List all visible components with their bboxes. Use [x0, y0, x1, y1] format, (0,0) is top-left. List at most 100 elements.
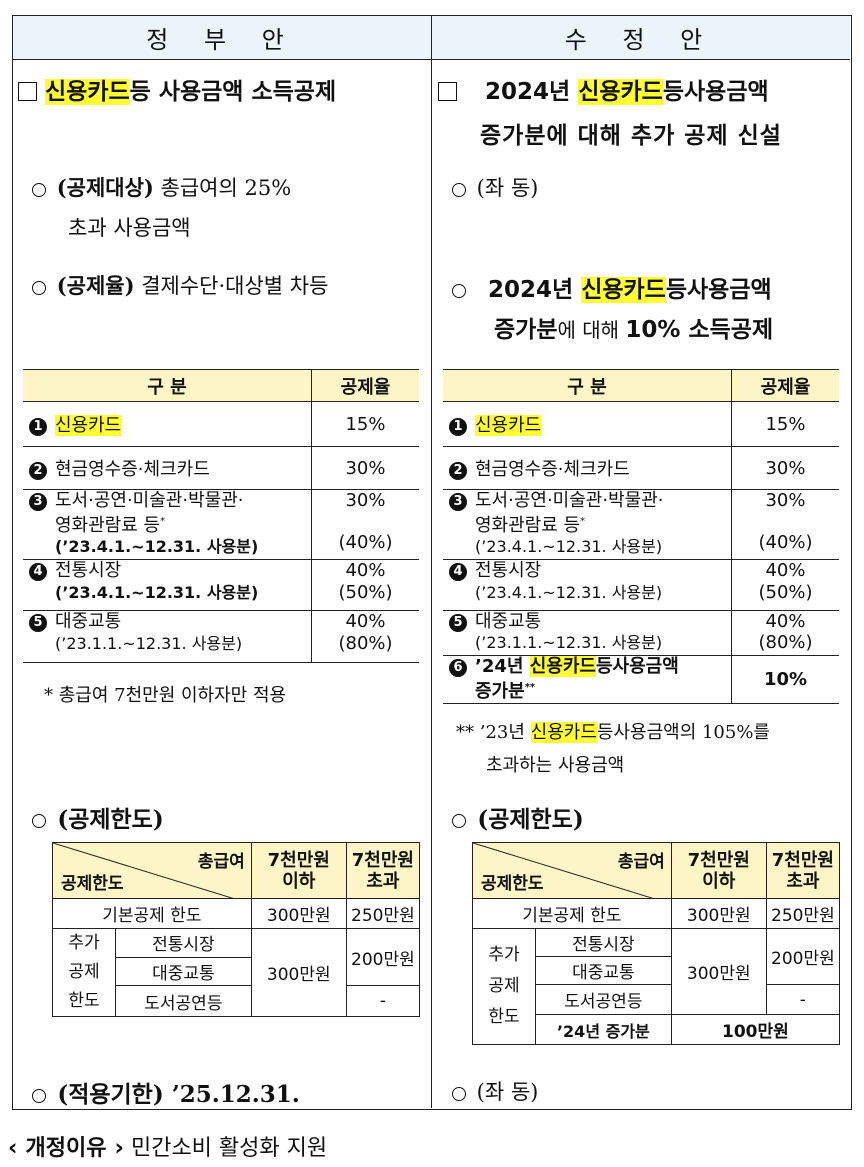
target-text-2: 초과 사용금액	[68, 216, 191, 240]
extra-item: 도서공연등	[535, 984, 672, 1015]
row-label-2: 영화관람료 등	[55, 515, 161, 536]
row-value: 30%	[731, 446, 839, 490]
left-title-highlight: 신용카드	[45, 79, 130, 105]
rate-table-head-category: 구 분	[23, 369, 312, 402]
rate-line2-bold: 증가분	[494, 317, 558, 343]
row-value-2: (80%)	[338, 633, 393, 654]
row-label-2: 영화관람료 등	[475, 515, 581, 536]
diagonal-line	[53, 843, 235, 899]
header-government: 정 부 안	[13, 16, 431, 60]
row-label: 전통시장	[475, 560, 542, 581]
note-pre: ** ’23년	[456, 722, 531, 743]
table-row: 3 도서·공연·미술관·박물관· 영화관람료 등* (’23.4.1.~12.31…	[23, 489, 419, 560]
corner-top: 총급여	[197, 852, 245, 872]
row-value: 40%	[345, 560, 386, 581]
row-value-2: (40%)	[758, 532, 813, 553]
row-label: 신용카드	[475, 415, 542, 436]
left-title: 신용카드등 사용금액 소득공제	[18, 72, 336, 106]
period-value: ’25.12.31.	[163, 1081, 300, 1108]
col1-head-2: 이하	[282, 870, 316, 892]
footnote-mark: **	[524, 682, 536, 693]
extra-dash: -	[345, 985, 421, 1017]
col2-head: 7천만원	[351, 849, 414, 871]
corner-top: 총급여	[617, 852, 665, 872]
row-sub: (’23.4.1.~12.31. 사용분)	[475, 537, 663, 556]
revision-reason: ‹ 개정이유 › 민간소비 활성화 지원	[8, 1130, 327, 1162]
number-badge: 5	[29, 614, 47, 632]
extra-value-1: 300만원	[250, 928, 347, 1017]
table-row: 1 신용카드 15%	[443, 401, 839, 447]
row-value: 30%	[765, 490, 806, 511]
circle-bullet-icon	[32, 280, 46, 295]
right-same-1: (좌 동)	[452, 172, 538, 202]
left-period: (적용기한) ’25.12.31.	[32, 1075, 300, 1109]
column-divider	[431, 16, 432, 1108]
right-same-2: (좌 동)	[452, 1076, 538, 1106]
row-label-rest: 등사용금액	[595, 656, 679, 677]
checkbox-icon	[438, 82, 457, 101]
extra-dash: -	[765, 984, 841, 1015]
row-label: 도서·공연·미술관·박물관·	[475, 490, 664, 511]
left-target: (공제대상) 총급여의 25%	[32, 172, 291, 202]
row-sub: (’23.1.1.~12.31. 사용분)	[55, 634, 243, 653]
right-rate: 2024년 신용카드등사용금액	[452, 270, 772, 304]
reason-text: 민간소비 활성화 지원	[123, 1136, 328, 1161]
header-revised: 수 정 안	[431, 16, 850, 60]
note-rest: 등사용금액의 105%를	[596, 722, 770, 743]
diagonal-line	[473, 843, 655, 899]
col1-head: 7천만원	[267, 849, 330, 871]
extra-label-a: 추가	[68, 933, 100, 953]
number-badge: 1	[449, 418, 467, 436]
row-label: 대중교통	[55, 611, 122, 632]
number-badge: 2	[29, 462, 47, 480]
left-rate-table: 구 분 공제율 1 신용카드 15% 2 현금영수증·체크카드 30% 3 도서·공연·…	[23, 369, 419, 663]
reason-label: 개정이유	[25, 1136, 107, 1161]
right-footnote-line2: 초과하는 사용금액	[486, 755, 625, 776]
rate-line2-bold2: 10% 소득공제	[625, 317, 774, 343]
right-limit: (공제한도)	[452, 800, 584, 834]
same-text: (좌 동)	[470, 176, 539, 200]
extra-item: 대중교통	[535, 956, 672, 985]
row-sub: (’23.4.1.~12.31. 사용분)	[55, 583, 259, 602]
row-value-2: (50%)	[758, 582, 813, 603]
target-label: (공제대상)	[56, 175, 154, 200]
comparison-frame: 정 부 안 수 정 안	[12, 15, 852, 1110]
row-value: 30%	[345, 490, 386, 511]
reason-bracket-left: ‹	[8, 1135, 26, 1161]
extra-item: 전통시장	[535, 928, 672, 957]
limit-label: (공제한도)	[57, 806, 164, 833]
circle-bullet-icon	[452, 814, 466, 828]
number-badge: 3	[449, 493, 467, 511]
row-label: 대중교통	[475, 611, 542, 632]
number-badge: 3	[29, 493, 47, 511]
right-limit-table: 총급여 공제한도 7천만원 이하 7천만원 초과 기본공제 한도 300만원 250…	[472, 842, 841, 1045]
circle-bullet-icon	[32, 814, 46, 828]
table-row: 3 도서·공연·미술관·박물관· 영화관람료 등* (’23.4.1.~12.31…	[443, 489, 839, 560]
row-label-highlight: 신용카드	[529, 656, 596, 677]
left-limit: (공제한도)	[32, 800, 164, 834]
row-value-2: (50%)	[338, 582, 393, 603]
number-badge: 1	[29, 418, 47, 436]
period-label: (적용기한)	[57, 1081, 164, 1108]
col2-head-2: 초과	[786, 870, 820, 892]
extra-label-b: 공제	[488, 976, 520, 996]
row-value: 30%	[311, 446, 419, 490]
extra-item: 전통시장	[115, 928, 252, 958]
extra-label-a: 추가	[488, 945, 520, 965]
circle-bullet-icon	[32, 1089, 46, 1103]
base-limit-label: 기본공제 한도	[52, 898, 252, 929]
base-limit-v2: 250만원	[765, 898, 841, 929]
circle-bullet-icon	[452, 182, 466, 197]
reason-bracket-right: ›	[106, 1135, 124, 1161]
note-highlight: 신용카드	[530, 722, 597, 743]
rate-text: 결제수단·대상별 차등	[134, 274, 329, 298]
number-badge: 2	[449, 462, 467, 480]
row-value: 40%	[765, 560, 806, 581]
row-value: 40%	[345, 611, 386, 632]
table-row-new: 6 ’24년 신용카드등사용금액 증가분** 10%	[443, 655, 839, 704]
right-rate-line2: 증가분에 대해 10% 소득공제	[494, 310, 773, 344]
table-row: 5 대중교통 (’23.1.1.~12.31. 사용분) 40% (80%)	[23, 610, 419, 663]
left-footnote: * 총급여 7천만원 이하자만 적용	[44, 685, 287, 706]
row-value: 15%	[731, 401, 839, 447]
col2-head-2: 초과	[366, 870, 400, 892]
